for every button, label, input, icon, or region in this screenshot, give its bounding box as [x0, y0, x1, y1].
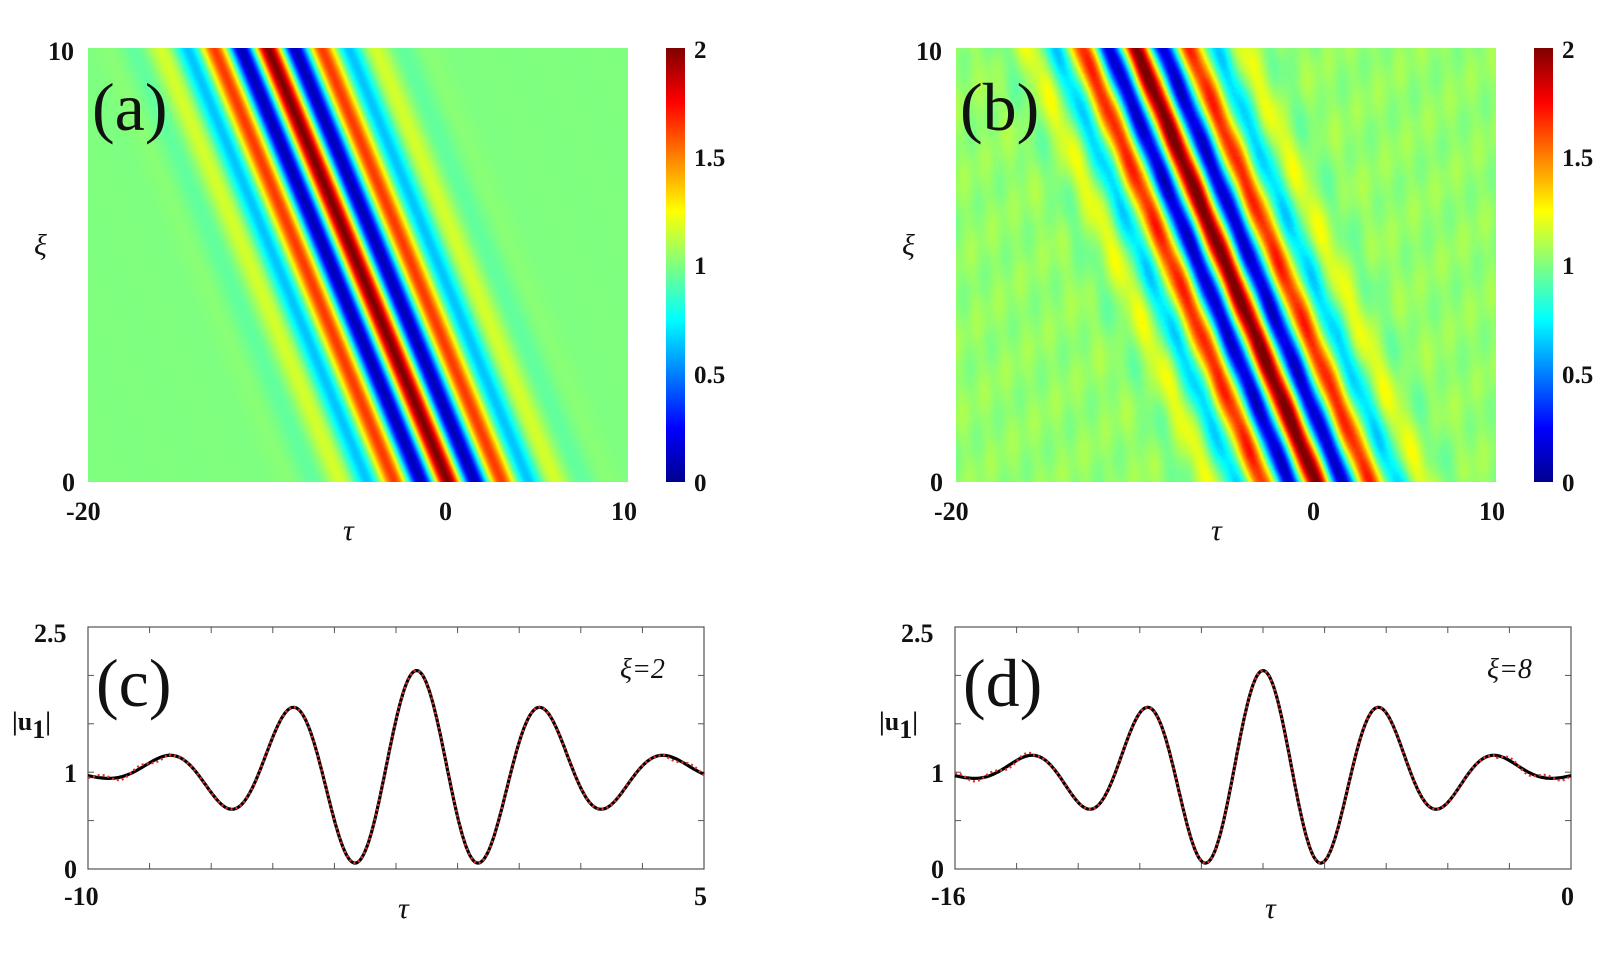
panel-b-ytick-min: 0 — [930, 468, 943, 497]
panel-b-cbtick-0: 0 — [1562, 470, 1575, 497]
panel-b-colorbar — [1534, 48, 1553, 482]
panel-d-axes-box — [954, 626, 1572, 870]
panel-d-xlabel: τ — [1265, 892, 1277, 925]
panel-d-numerical-dots — [955, 669, 1572, 865]
panel-c-ytick-max: 2.5 — [34, 619, 67, 648]
panel-d-ylabel-main: |u — [879, 707, 899, 736]
panel-d-ytick-mid: 1 — [931, 759, 944, 788]
panel-d-ytick-max: 2.5 — [901, 619, 934, 648]
panel-a-xtick-zero: 0 — [439, 497, 452, 526]
panel-a-cbtick-1.5: 1.5 — [694, 145, 725, 172]
panel-a-xtick-max: 10 — [611, 497, 637, 526]
panel-d-xtick-min: -16 — [931, 882, 966, 911]
panel-b-label: (b) — [960, 69, 1039, 145]
panel-d-label: (d) — [963, 645, 1042, 721]
panel-a-cbtick-1: 1 — [694, 253, 707, 280]
panel-c-ylabel-main: |u — [12, 707, 32, 736]
panel-c-ylabel-sub: 1 — [32, 715, 45, 744]
panel-b-cbtick-1: 1 — [1562, 253, 1575, 280]
panel-a-heatmap — [88, 48, 628, 482]
panel-c-axes-box — [87, 626, 705, 870]
panel-c-xtick-min: -10 — [64, 882, 99, 911]
panel-b-xtick-min: -20 — [934, 497, 969, 526]
panel-c-numerical-dots — [87, 669, 705, 865]
panel-a-cbtick-0.5: 0.5 — [694, 362, 725, 389]
panel-a-xlabel: τ — [343, 514, 355, 547]
panel-a-colorbar — [666, 48, 685, 482]
panel-a-ytick-min: 0 — [62, 468, 75, 497]
panel-a-cbtick-0: 0 — [694, 470, 707, 497]
panel-b-ytick-max: 10 — [916, 37, 942, 66]
panel-a-label: (a) — [92, 69, 167, 145]
panel-b-cbtick-0.5: 0.5 — [1562, 362, 1593, 389]
panel-b-xlabel: τ — [1211, 514, 1223, 547]
panel-c-minor-ticks — [88, 627, 704, 869]
panel-b-xtick-max: 10 — [1479, 497, 1505, 526]
panel-a-ylabel: ξ — [34, 229, 47, 262]
panel-b-cbtick-2: 2 — [1562, 37, 1575, 64]
panel-d-ytick-min: 0 — [931, 855, 944, 884]
panel-a-cbtick-2: 2 — [694, 37, 707, 64]
panel-c-annotation: ξ=2 — [620, 654, 665, 685]
panel-b: (b) 10 0 -20 0 10 τ ξ 2 1.5 1 0.5 0 — [902, 37, 1593, 547]
panel-c-ylabel-end: | — [45, 707, 51, 736]
panel-a-ytick-max: 10 — [48, 37, 74, 66]
panel-c-label: (c) — [96, 645, 171, 721]
panel-d: (d) ξ=8 2.5 1 0 -16 0 τ |u1| — [879, 619, 1574, 925]
panel-d-minor-ticks — [955, 627, 1571, 869]
panel-c: (c) ξ=2 2.5 1 0 -10 5 τ |u1| — [12, 619, 707, 925]
panel-c-xtick-max: 5 — [694, 882, 707, 911]
panel-d-ylabel-sub: 1 — [899, 715, 912, 744]
panel-b-heatmap — [956, 48, 1496, 482]
panel-c-ylabel: |u1| — [12, 707, 51, 744]
panel-d-ylabel-end: | — [912, 707, 918, 736]
panel-a: (a) 10 0 -20 0 10 τ ξ 2 1.5 1 0.5 0 — [34, 37, 725, 547]
panel-c-ytick-min: 0 — [64, 855, 77, 884]
panel-d-ylabel: |u1| — [879, 707, 918, 744]
panel-d-annotation: ξ=8 — [1487, 654, 1532, 685]
panel-b-cbtick-1.5: 1.5 — [1562, 145, 1593, 172]
panel-c-xlabel: τ — [398, 892, 410, 925]
panel-d-xtick-max: 0 — [1561, 882, 1574, 911]
panel-c-ytick-mid: 1 — [64, 759, 77, 788]
panel-b-ylabel: ξ — [902, 229, 915, 262]
panel-b-xtick-zero: 0 — [1307, 497, 1320, 526]
panel-a-xtick-min: -20 — [66, 497, 101, 526]
